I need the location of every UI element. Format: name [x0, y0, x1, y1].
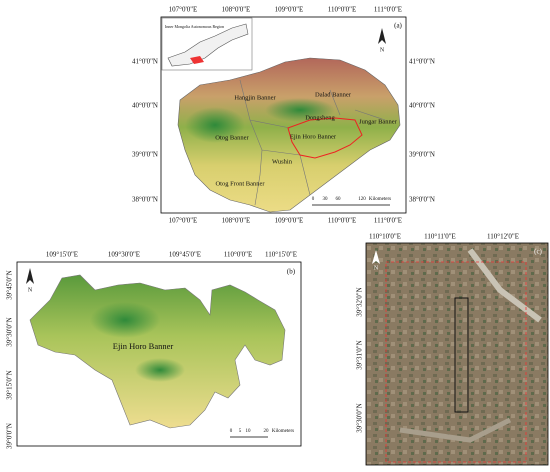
region-label: Ejin Horo Banner — [290, 133, 337, 140]
x-tick-label: 109°45'0"E — [169, 251, 201, 259]
y-tick-label: 40°0'0"N — [409, 102, 435, 110]
scale-label: 0 — [230, 429, 233, 434]
boundary — [239, 79, 386, 206]
terrain — [135, 358, 185, 382]
x-tick-label: 110°0'0"E — [328, 217, 356, 225]
x-tick-label: 109°15'0"E — [46, 251, 78, 259]
x-tick-label: 107°0'0"E — [169, 6, 198, 14]
panel-a — [160, 16, 407, 214]
scale-label: 30 — [323, 197, 329, 202]
panel-b — [16, 261, 302, 447]
x-tick-label: 111°0'0"E — [374, 6, 402, 14]
north-label: N — [380, 47, 385, 53]
x-tick-label: 108°0'0"E — [222, 217, 251, 225]
study-extent — [385, 261, 527, 463]
region-label: Hangjin Banner — [234, 94, 276, 101]
y-tick-label: 41°0'0"N — [409, 58, 435, 66]
y-tick-label: 39°0'0"N — [6, 423, 14, 449]
satellite-image — [365, 242, 549, 466]
region-label: Otog Banner — [215, 134, 249, 141]
panel-c — [365, 242, 549, 466]
y-tick-label: 39°30'0"N — [356, 403, 364, 432]
terrain — [265, 98, 335, 122]
x-tick-label: 110°10'0"E — [369, 233, 401, 241]
terrain — [90, 302, 160, 338]
x-tick-label: 109°0'0"E — [275, 6, 304, 14]
x-tick-label: 109°0'0"E — [275, 217, 304, 225]
scale-label: 0 — [312, 197, 315, 202]
inset-region — [167, 23, 249, 67]
region-label: Jungar Banner — [359, 118, 398, 125]
inset-highlight — [190, 56, 204, 64]
y-tick-label: 41°0'0"N — [132, 58, 158, 66]
y-tick-label: 39°32'0"N — [356, 287, 364, 316]
ordos-map — [177, 57, 401, 213]
scale-label: Kilometers — [369, 197, 391, 202]
terrain — [185, 107, 245, 143]
north-label: N — [374, 265, 379, 271]
study-area-outline — [287, 117, 363, 159]
y-tick-label: 38°0'0"N — [409, 196, 435, 204]
x-tick-label: 108°0'0"E — [222, 6, 251, 14]
x-tick-label: 110°11'0"E — [424, 233, 456, 241]
y-tick-label: 39°30'0"N — [6, 317, 14, 346]
north-arrow — [26, 268, 34, 284]
x-tick-label: 110°0'0"E — [224, 251, 252, 259]
north-label: N — [28, 287, 33, 293]
x-tick-label: 111°0'0"E — [374, 217, 402, 225]
y-tick-label: 39°0'0"N — [132, 151, 158, 159]
terrain — [467, 248, 542, 323]
region-label: Dalad Banner — [315, 91, 352, 98]
scale-label: 60 — [336, 197, 342, 202]
scale-label: 20 — [264, 429, 270, 434]
y-tick-label: 40°0'0"N — [132, 102, 158, 110]
x-tick-label: 107°0'0"E — [169, 217, 198, 225]
region-label: Otog Front Banner — [215, 180, 265, 187]
x-tick-label: 110°12'0"E — [487, 233, 519, 241]
north-arrow — [372, 250, 380, 264]
sample-plot — [454, 297, 469, 413]
region-label: Dongsheng — [305, 114, 335, 121]
x-tick-label: 109°30'0"E — [108, 251, 140, 259]
panel-label: (b) — [287, 268, 296, 276]
north-arrow — [378, 28, 386, 44]
scale-label: 120 — [358, 197, 366, 202]
y-tick-label: 38°0'0"N — [132, 196, 158, 204]
x-tick-label: 110°15'0"E — [265, 251, 297, 259]
panel-label: (c) — [534, 248, 542, 256]
scale-label: 5 — [239, 429, 242, 434]
region-label: Ejin Horo Banner — [113, 341, 174, 351]
scale-label: Kilometers — [272, 429, 294, 434]
region-label: Wushin — [272, 158, 293, 165]
panel-label: (a) — [394, 22, 402, 30]
x-tick-label: 110°0'0"E — [328, 6, 356, 14]
y-tick-label: 39°0'0"N — [409, 151, 435, 159]
y-tick-label: 39°15'0"N — [6, 370, 14, 399]
scale-label: 10 — [246, 429, 252, 434]
inset-label: Inner Mongolia Autonomous Region — [165, 24, 224, 29]
terrain — [399, 417, 512, 443]
y-tick-label: 39°45'0"N — [6, 270, 14, 299]
y-tick-label: 39°31'0"N — [356, 340, 364, 369]
